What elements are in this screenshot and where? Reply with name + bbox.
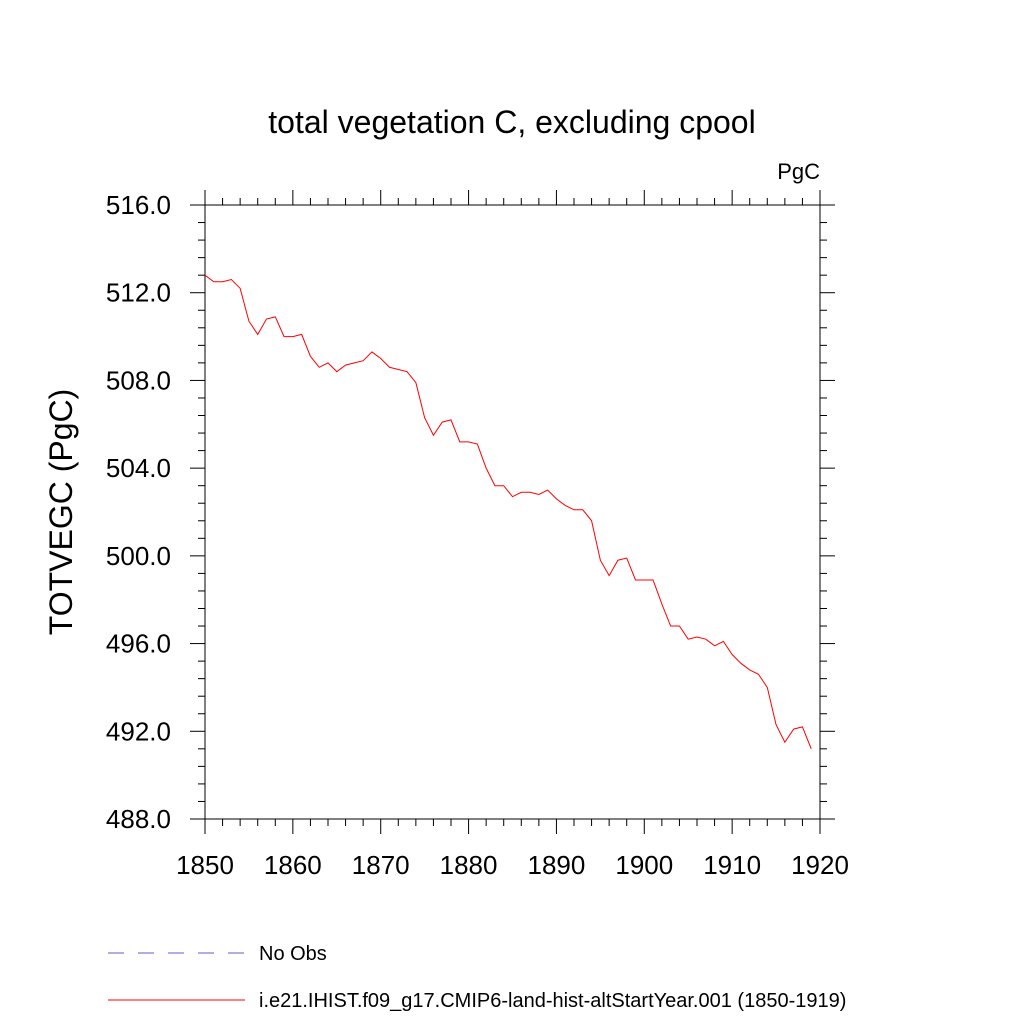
x-tick-label: 1890 bbox=[528, 850, 586, 880]
x-tick-label: 1900 bbox=[615, 850, 673, 880]
chart-title: total vegetation C, excluding cpool bbox=[268, 104, 755, 140]
x-tick-label: 1880 bbox=[440, 850, 498, 880]
x-tick-label: 1920 bbox=[791, 850, 849, 880]
y-tick-label: 488.0 bbox=[106, 804, 171, 834]
x-tick-label: 1910 bbox=[703, 850, 761, 880]
y-tick-label: 504.0 bbox=[106, 453, 171, 483]
plot-frame bbox=[204, 204, 821, 820]
axis-ticks bbox=[190, 190, 835, 834]
legend-label: i.e21.IHIST.f09_g17.CMIP6-land-hist-altS… bbox=[259, 990, 846, 1012]
x-tick-label: 1850 bbox=[176, 850, 234, 880]
y-tick-label: 512.0 bbox=[106, 278, 171, 308]
y-axis-label: TOTVEGC (PgC) bbox=[43, 389, 79, 636]
x-tick-label: 1870 bbox=[352, 850, 410, 880]
legend-label: No Obs bbox=[259, 943, 327, 965]
y-tick-label: 496.0 bbox=[106, 629, 171, 659]
y-tick-label: 492.0 bbox=[106, 716, 171, 746]
series-line bbox=[204, 274, 812, 750]
legend: No Obs i.e21.IHIST.f09_g17.CMIP6-land-his… bbox=[108, 943, 846, 1012]
y-tick-label: 500.0 bbox=[106, 541, 171, 571]
y-tick-label: 516.0 bbox=[106, 190, 171, 220]
x-tick-label: 1860 bbox=[264, 850, 322, 880]
axis-tick-labels: 1850 1860 1870 1880 1890 1900 1910 1920 488.0 492… bbox=[106, 190, 849, 880]
y-tick-label: 508.0 bbox=[106, 365, 171, 395]
series-layer bbox=[204, 274, 812, 750]
units-label: PgC bbox=[777, 159, 820, 184]
